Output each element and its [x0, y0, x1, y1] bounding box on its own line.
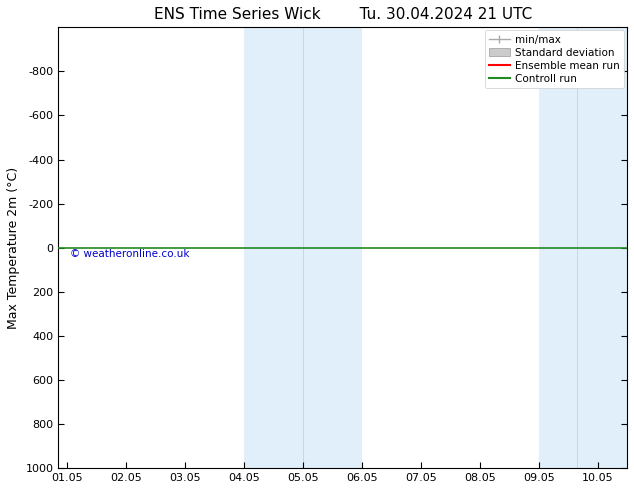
Bar: [539, 27, 627, 468]
Y-axis label: Max Temperature 2m (°C): Max Temperature 2m (°C): [7, 167, 20, 329]
Title: ENS Time Series Wick        Tu. 30.04.2024 21 UTC: ENS Time Series Wick Tu. 30.04.2024 21 U…: [153, 7, 532, 22]
Text: © weatheronline.co.uk: © weatheronline.co.uk: [70, 249, 189, 259]
Bar: [244, 27, 362, 468]
Legend: min/max, Standard deviation, Ensemble mean run, Controll run: min/max, Standard deviation, Ensemble me…: [485, 30, 624, 88]
